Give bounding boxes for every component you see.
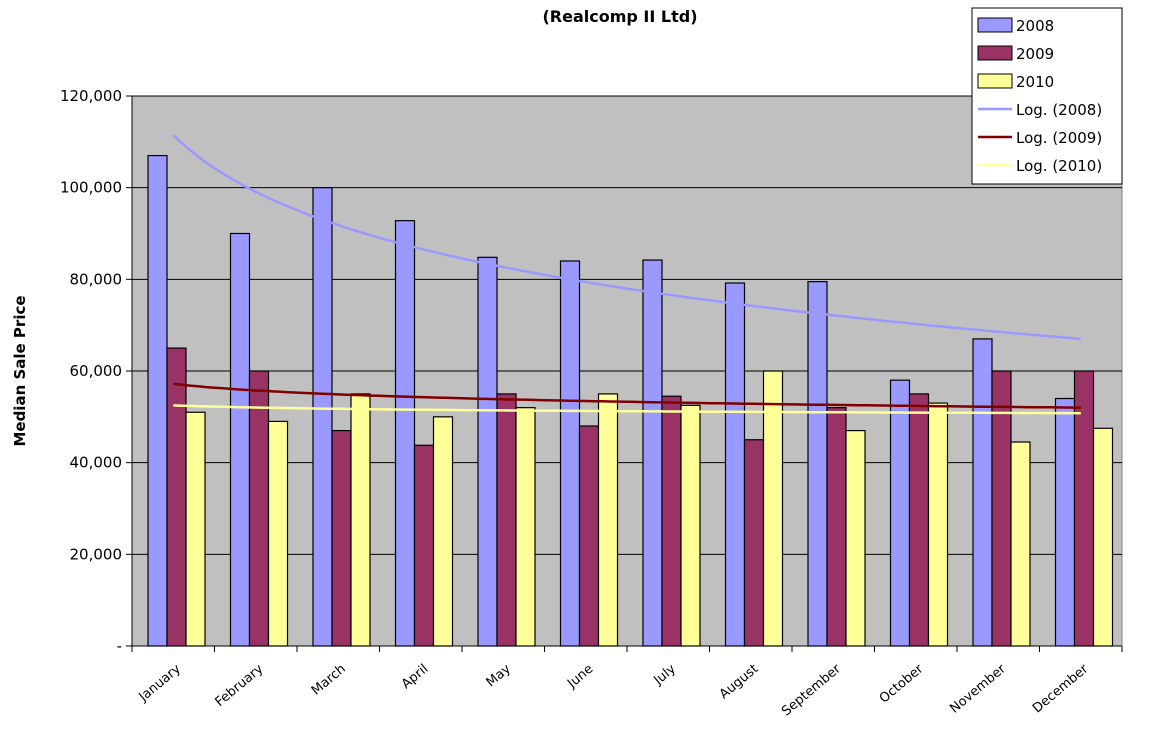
bar-2010-april — [432, 416, 454, 647]
bar-2010-july — [680, 404, 701, 647]
bar-2008-may — [477, 256, 498, 647]
x-tick-label-march: March — [309, 662, 349, 699]
legend: 2008 2009 2010 Log. (2008) Log. (2009) Log. (… — [971, 7, 1123, 185]
legend-swatch-2008 — [977, 17, 1013, 33]
bar-2009-may — [496, 393, 517, 647]
bar-2010-june — [597, 393, 619, 647]
x-tick-label-august: August — [717, 662, 761, 703]
x-tick-labels: January February March April May June July Augu… — [136, 661, 1092, 719]
bars — [147, 154, 1114, 647]
y-tick-label: - — [117, 637, 122, 655]
bar-2010-march — [350, 393, 371, 647]
bar-2010-november — [1010, 441, 1031, 647]
bar-2009-september — [826, 407, 847, 647]
y-tick-labels: - 20,000 40,000 60,000 80,000 100,000 120,000 — [60, 87, 122, 655]
y-tick-label: 120,000 — [60, 87, 122, 105]
bar-2010-december — [1092, 427, 1114, 647]
legend-label-2010: 2010 — [1016, 73, 1054, 91]
bar-2008-april — [394, 220, 416, 647]
bar-2008-september — [807, 281, 828, 647]
y-tick-label: 20,000 — [70, 545, 123, 563]
bar-2010-october — [927, 402, 949, 647]
trendline-2009 — [173, 382, 1081, 409]
axes — [126, 95, 1123, 652]
bar-2008-november — [972, 338, 993, 647]
bar-2008-february — [229, 232, 251, 647]
x-tick-label-november: November — [947, 661, 1009, 716]
bar-2009-august — [743, 439, 765, 647]
legend-label-2009: 2009 — [1016, 45, 1054, 63]
y-axis-label: Median Sale Price — [11, 295, 29, 446]
bar-2009-march — [331, 429, 352, 647]
bar-2010-september — [845, 429, 866, 647]
x-tick-label-october: October — [877, 661, 927, 706]
x-tick-label-july: July — [650, 661, 679, 688]
gridlines — [132, 95, 1122, 555]
legend-swatch-2010 — [977, 73, 1013, 89]
y-tick-label: 40,000 — [70, 454, 123, 472]
legend-swatch-2009 — [977, 45, 1013, 61]
bar-2010-may — [515, 407, 536, 647]
bar-2009-july — [661, 395, 682, 647]
y-tick-label: 60,000 — [70, 362, 123, 380]
bar-2008-october — [889, 379, 911, 647]
x-tick-label-june: June — [564, 662, 596, 692]
trendline-2010 — [173, 404, 1081, 415]
legend-box — [971, 7, 1123, 185]
legend-label-log-2010: Log. (2010) — [1016, 157, 1102, 175]
bar-2008-june — [559, 260, 581, 647]
y-tick-label: 100,000 — [60, 179, 122, 197]
bar-2010-february — [267, 420, 289, 647]
trendlines — [172, 134, 1081, 415]
x-tick-label-september: September — [779, 661, 844, 719]
bar-2008-march — [312, 187, 333, 647]
bar-2008-january — [147, 154, 168, 647]
bar-2008-july — [642, 259, 663, 647]
bar-2008-december — [1054, 397, 1076, 647]
bar-2009-october — [908, 393, 930, 647]
legend-label-log-2009: Log. (2009) — [1016, 129, 1102, 147]
y-tick-label: 80,000 — [70, 270, 123, 288]
bar-2009-june — [578, 425, 600, 647]
chart-title: (Realcomp II Ltd) — [542, 7, 697, 26]
trendline-2008 — [172, 134, 1081, 341]
x-tick-label-april: April — [399, 662, 431, 693]
bar-2010-january — [185, 411, 206, 647]
x-tick-label-december: December — [1030, 661, 1092, 716]
bar-2009-april — [413, 444, 435, 647]
legend-label-log-2008: Log. (2008) — [1016, 101, 1102, 119]
x-tick-label-january: January — [136, 661, 184, 705]
x-tick-label-may: May — [484, 661, 514, 690]
bar-2009-january — [166, 347, 187, 647]
bar-2009-february — [248, 370, 270, 647]
legend-label-2008: 2008 — [1016, 17, 1054, 35]
bar-2008-august — [724, 282, 746, 647]
x-tick-label-february: February — [213, 661, 267, 710]
